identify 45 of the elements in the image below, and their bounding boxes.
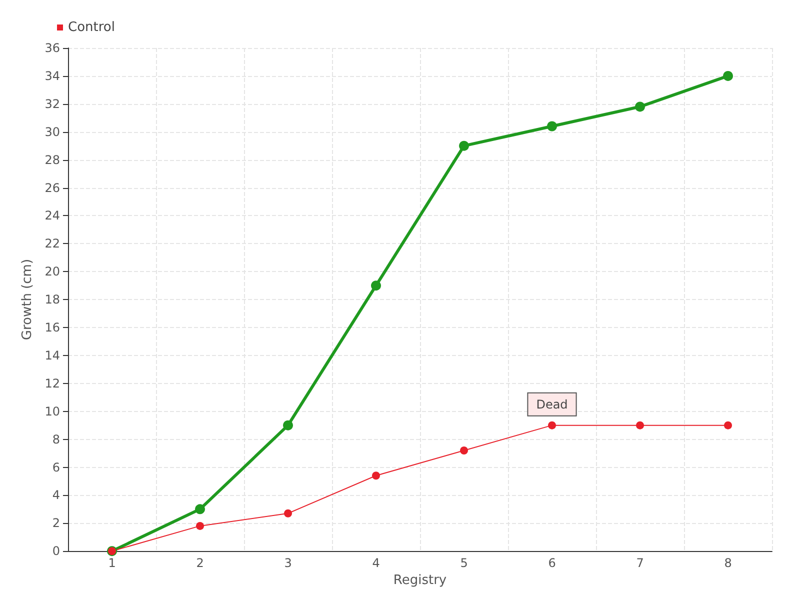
y-tick-label: 32 xyxy=(44,96,60,111)
y-tick-label: 0 xyxy=(52,544,60,558)
x-tick-label: 6 xyxy=(548,556,556,570)
y-tick-label: 2 xyxy=(52,516,60,530)
x-tick-label: 8 xyxy=(724,556,732,570)
point xyxy=(547,121,557,132)
y-tick-label: 12 xyxy=(44,376,60,390)
point xyxy=(723,70,733,81)
y-tick-label: 14 xyxy=(44,348,60,362)
x-tick-label: 1 xyxy=(108,556,116,570)
y-tick-label: 10 xyxy=(44,404,60,418)
x-tick-label: 2 xyxy=(196,556,204,570)
x-tick-label: 7 xyxy=(636,556,644,570)
point xyxy=(724,421,732,430)
point xyxy=(196,522,204,530)
point xyxy=(635,102,645,112)
y-tick-label: 36 xyxy=(44,41,60,55)
y-tick-label: 4 xyxy=(52,488,60,502)
y-tick-label: 22 xyxy=(44,236,60,251)
y-tick-label: 8 xyxy=(52,432,60,446)
x-axis-title: Registry xyxy=(393,573,447,588)
point xyxy=(371,280,381,291)
point xyxy=(459,140,469,151)
y-axis-title: Growth (cm) xyxy=(20,258,35,340)
y-tick-label: 24 xyxy=(44,208,60,223)
y-tick-label: 16 xyxy=(44,320,60,334)
x-tick-label: 4 xyxy=(372,556,380,570)
y-tick-label: 18 xyxy=(44,292,60,307)
point xyxy=(548,421,556,430)
y-tick-label: 26 xyxy=(44,180,60,195)
point xyxy=(636,421,644,430)
y-tick-label: 28 xyxy=(44,152,60,167)
point xyxy=(460,446,468,454)
y-tick-label: 6 xyxy=(52,460,60,474)
y-tick-label: 20 xyxy=(44,264,60,279)
point xyxy=(195,504,205,514)
point xyxy=(284,509,292,518)
x-tick-label: 5 xyxy=(460,556,468,570)
point xyxy=(372,472,380,480)
y-tick-label: 34 xyxy=(44,68,60,83)
annotation: Dead xyxy=(536,397,568,412)
point xyxy=(283,420,293,430)
legend-label: Control xyxy=(68,20,115,35)
y-tick-label: 30 xyxy=(44,124,60,139)
x-tick-label: 3 xyxy=(284,556,292,570)
